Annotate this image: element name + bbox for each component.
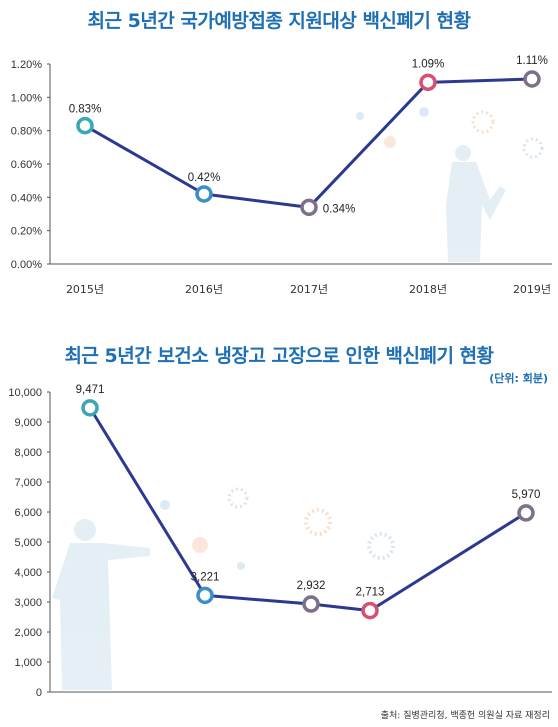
data-point-marker	[196, 586, 214, 605]
data-point-marker	[76, 116, 94, 135]
y-tick-label: 8,000	[14, 447, 42, 459]
x-tick-label: 2018년	[409, 283, 447, 296]
y-tick-label: 7,000	[14, 477, 42, 489]
chart2-title: 최근 5년간 보건소 냉장고 고장으로 인한 백신폐기 현황	[64, 345, 494, 367]
y-tick-label: 0	[36, 687, 42, 699]
y-tick-label: 1.00%	[11, 92, 42, 104]
y-tick-label: 0.20%	[11, 226, 42, 238]
y-tick-label: 1.20%	[11, 59, 42, 71]
data-label: 1.11%	[516, 55, 548, 67]
data-label: 2,713	[356, 587, 385, 599]
data-label: 3,221	[191, 571, 220, 583]
y-tick-label: 0.40%	[11, 192, 42, 204]
data-point-marker	[361, 601, 379, 620]
chart1-plot: 0.00% 0.20% 0.40% 0.60% 0.80% 1.00% 1.20% 2015년…	[11, 55, 551, 296]
y-tick-label: 1,000	[14, 657, 42, 669]
data-label: 5,970	[512, 489, 541, 501]
y-tick-label: 9,000	[14, 417, 42, 429]
chart1-title: 최근 5년간 국가예방접종 지원대상 백신폐기 현황	[87, 10, 471, 32]
y-tick-label: 0.60%	[11, 159, 42, 171]
data-point-marker	[81, 399, 99, 417]
data-point-marker	[302, 595, 320, 613]
y-tick-label: 0.00%	[11, 259, 42, 271]
y-tick-label: 10,000	[8, 387, 42, 399]
data-point-marker	[517, 504, 535, 522]
data-label: 0.42%	[188, 172, 221, 184]
y-tick-label: 4,000	[14, 567, 42, 579]
data-point-marker	[523, 70, 541, 88]
data-point-marker	[419, 73, 437, 92]
y-tick-label: 2,000	[14, 627, 42, 639]
data-label: 2,932	[297, 580, 326, 592]
x-tick-label: 2017년	[290, 283, 328, 296]
chart2-axes	[49, 392, 552, 693]
chart2-unit-label: (단위: 회분)	[489, 372, 548, 385]
data-label: 9,471	[76, 384, 105, 396]
x-tick-label: 2015년	[66, 283, 104, 296]
y-tick-label: 3,000	[14, 597, 42, 609]
data-label: 0.34%	[323, 203, 356, 215]
y-tick-label: 6,000	[14, 507, 42, 519]
y-tick-label: 5,000	[14, 537, 42, 549]
data-label: 1.09%	[412, 58, 445, 70]
x-tick-label: 2019년	[513, 283, 551, 296]
data-point-marker	[300, 198, 318, 217]
chart2-plot: 0 1,000 2,000 3,000 4,000 5,000 6,000 7,000 8,00…	[8, 384, 540, 699]
source-note: 출처: 질병관리청, 백종헌 의원실 자료 재정리	[380, 711, 550, 721]
x-tick-label: 2016년	[185, 283, 223, 296]
virus-decoration-icon	[160, 107, 544, 570]
data-label: 0.83%	[69, 104, 102, 116]
data-point-marker	[195, 185, 213, 203]
health-worker-silhouette-icon	[52, 145, 506, 690]
y-tick-label: 0.80%	[11, 126, 42, 138]
